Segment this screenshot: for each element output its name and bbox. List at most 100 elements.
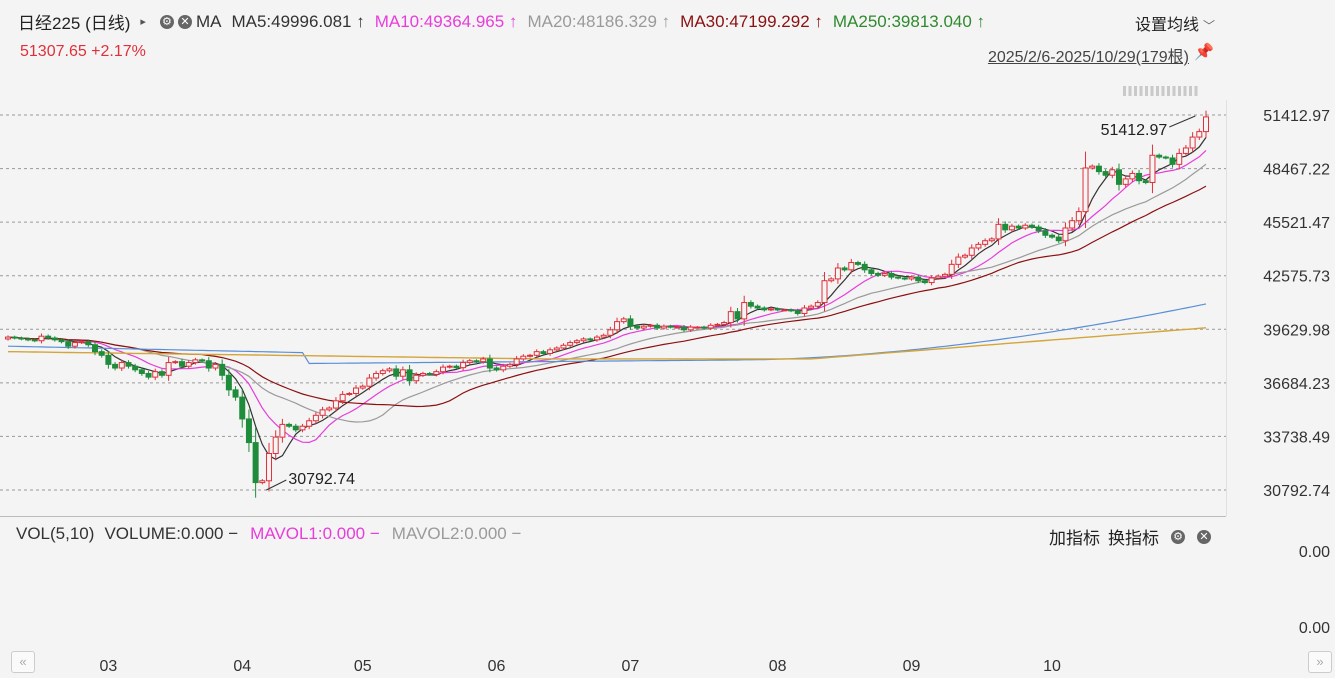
candle-body bbox=[259, 480, 266, 484]
candle-body bbox=[185, 362, 192, 367]
candle-body bbox=[112, 363, 119, 369]
candle-body bbox=[353, 387, 360, 394]
date-range[interactable]: 2025/2/6-2025/10/29(179根) bbox=[987, 49, 1189, 66]
candle-body bbox=[995, 223, 1002, 240]
ma-item: MA20:48186.329 ↑ bbox=[527, 11, 671, 31]
candle-body bbox=[868, 269, 875, 274]
y-tick-label: 45521.47 bbox=[1263, 215, 1330, 232]
legend-stripe bbox=[1194, 86, 1198, 96]
candle-body bbox=[968, 247, 975, 256]
play-icon[interactable]: ▸ bbox=[140, 16, 146, 28]
candle-body bbox=[1049, 234, 1056, 238]
legend-stripe bbox=[1178, 86, 1181, 96]
candle-body bbox=[71, 342, 78, 347]
candle-body bbox=[1008, 225, 1015, 231]
x-tick-label: 03 bbox=[99, 658, 117, 675]
ma-blue-line bbox=[7, 303, 1207, 365]
header-row: 日经225 (日线) ▸ ⚙ ✕ MA MA5:49996.081 ↑ MA10:… bbox=[18, 9, 1005, 34]
candle-body bbox=[801, 307, 808, 314]
candle-body bbox=[1075, 211, 1082, 222]
ma-settings-button[interactable]: 设置均线 ﹀ bbox=[1135, 11, 1215, 35]
chevron-down-icon: ﹀ bbox=[1202, 19, 1215, 33]
candle-body bbox=[319, 409, 326, 416]
candle-body bbox=[908, 276, 915, 280]
candle-body bbox=[901, 277, 908, 280]
candle-body bbox=[747, 302, 754, 307]
add-indicator-button[interactable]: 加指标 bbox=[1049, 529, 1100, 548]
candle-body bbox=[821, 280, 828, 304]
pin-icon[interactable]: 📌 bbox=[1194, 44, 1214, 61]
annotation-arrow bbox=[266, 479, 287, 491]
candle-body bbox=[875, 272, 882, 276]
candle-body bbox=[707, 324, 714, 329]
candle-body bbox=[627, 318, 634, 327]
candle-body bbox=[125, 362, 132, 367]
candle-body bbox=[446, 365, 453, 368]
candle-body bbox=[848, 262, 855, 271]
candle-body bbox=[921, 280, 928, 284]
candle-body bbox=[413, 374, 420, 382]
y-tick-label: 33738.49 bbox=[1263, 429, 1330, 446]
gear-icon[interactable]: ⚙ bbox=[159, 14, 174, 29]
indicator-tools: 加指标 换指标 ⚙ ✕ bbox=[1041, 524, 1215, 549]
candle-body bbox=[620, 318, 627, 323]
candle-body bbox=[553, 347, 560, 351]
low-annotation: 30792.74 bbox=[288, 471, 355, 488]
candle-body bbox=[252, 442, 259, 484]
candle-body bbox=[373, 372, 380, 379]
candle-body bbox=[332, 400, 339, 409]
annotation-arrow bbox=[1169, 115, 1196, 128]
candle-body bbox=[31, 339, 38, 342]
candle-body bbox=[955, 256, 962, 265]
gear-icon[interactable]: ⚙ bbox=[1171, 529, 1185, 544]
candle-body bbox=[500, 365, 507, 371]
close-icon[interactable]: ✕ bbox=[1197, 529, 1211, 544]
candle-body bbox=[634, 325, 641, 329]
candle-body bbox=[1055, 236, 1062, 242]
ma-item: MA250:39813.040 ↑ bbox=[832, 11, 986, 31]
scroll-left-button[interactable]: « bbox=[11, 651, 35, 673]
candle-body bbox=[593, 336, 600, 341]
candle-body bbox=[861, 263, 868, 271]
candle-body bbox=[326, 407, 333, 411]
candle-body bbox=[145, 372, 152, 378]
chart-right-divider bbox=[1226, 100, 1227, 516]
candle-body bbox=[1156, 154, 1163, 158]
candle-body bbox=[834, 267, 841, 280]
ma-list: MA5:49996.081 ↑ MA10:49364.965 ↑ MA20:4818… bbox=[231, 12, 995, 32]
candle-body bbox=[25, 338, 32, 341]
candle-body bbox=[1176, 152, 1183, 165]
ma-legend-stripes bbox=[1123, 86, 1198, 96]
candle-body bbox=[225, 374, 232, 391]
scroll-right-button[interactable]: » bbox=[1308, 651, 1332, 673]
candle-body bbox=[854, 262, 861, 265]
close-icon[interactable]: ✕ bbox=[177, 14, 192, 29]
candle-body bbox=[781, 309, 788, 312]
legend-stripe bbox=[1150, 86, 1154, 96]
candle-body bbox=[192, 359, 199, 364]
indicator-list: VOLUME:0.000 − MAVOL1:0.000 − MAVOL2:0.000… bbox=[104, 524, 533, 544]
x-tick-label: 06 bbox=[488, 658, 506, 675]
candle-body bbox=[694, 326, 701, 329]
candle-body bbox=[172, 361, 179, 364]
candle-body bbox=[794, 310, 801, 314]
candle-body bbox=[841, 267, 848, 271]
indicator-item: MAVOL2:0.000 − bbox=[391, 524, 522, 543]
last-price: 51307.65 +2.17% bbox=[20, 43, 146, 60]
candle-body bbox=[51, 337, 58, 341]
switch-indicator-button[interactable]: 换指标 bbox=[1108, 529, 1159, 548]
candle-body bbox=[232, 389, 239, 398]
indicator-item: VOLUME:0.000 − bbox=[104, 524, 239, 543]
candle-body bbox=[808, 305, 815, 309]
legend-stripe bbox=[1134, 86, 1137, 96]
candle-body bbox=[754, 305, 761, 309]
x-tick-label: 07 bbox=[622, 658, 640, 675]
candle-body bbox=[881, 272, 888, 276]
candle-body bbox=[962, 254, 969, 258]
candle-body bbox=[406, 369, 413, 382]
candle-body bbox=[205, 360, 212, 369]
candle-body bbox=[614, 321, 621, 331]
candle-body bbox=[814, 302, 821, 307]
x-tick-label: 10 bbox=[1043, 658, 1061, 675]
y-tick-label: 36684.23 bbox=[1263, 376, 1330, 393]
